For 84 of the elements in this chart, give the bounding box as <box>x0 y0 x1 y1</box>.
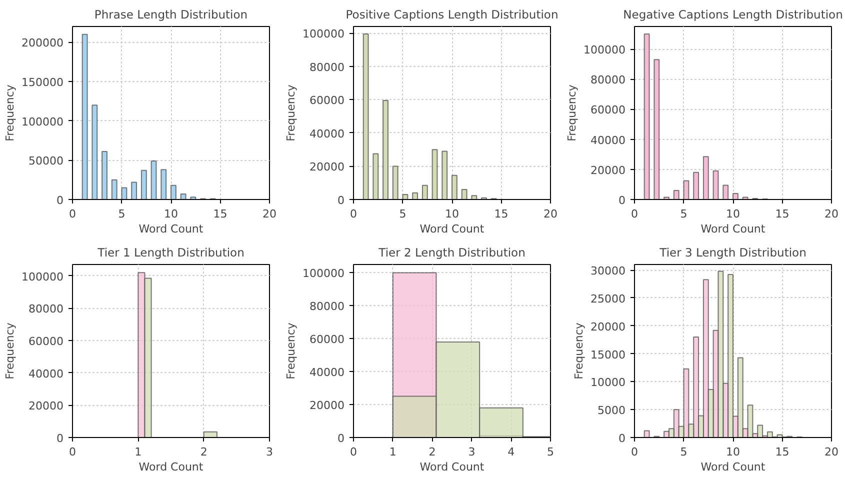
y-tick-label: 40000 <box>310 366 345 380</box>
x-tick-label: 20 <box>824 208 838 220</box>
x-tick-label: 5 <box>680 446 688 458</box>
y-tick-label: 200000 <box>22 36 64 50</box>
y-tick-label: 60000 <box>310 94 345 108</box>
y-axis-title: Frequency <box>4 322 17 380</box>
y-tick-label: 40000 <box>28 367 64 380</box>
x-axis-title: Word Count <box>420 222 485 236</box>
chart-title: Positive Captions Length Distribution <box>346 8 558 22</box>
y-tick-label: 100000 <box>22 270 64 284</box>
x-tick-label: 1 <box>134 446 142 458</box>
y-tick-label: 100000 <box>584 44 626 57</box>
y-tick-label: 20000 <box>590 320 626 334</box>
x-tick-label: 20 <box>824 446 838 458</box>
x-tick-label: 0 <box>350 208 357 220</box>
x-tick-label: 10 <box>445 208 459 220</box>
y-axis-title: Frequency <box>284 322 298 380</box>
x-tick-label: 3 <box>468 446 476 458</box>
x-tick-label: 5 <box>399 208 406 220</box>
x-axis-title: Word Count <box>700 222 766 236</box>
x-tick-label: 0 <box>69 208 76 220</box>
x-tick-label: 10 <box>726 208 740 220</box>
x-axis-title: Word Count <box>138 222 204 236</box>
y-tick-label: 50000 <box>28 154 64 168</box>
y-tick-label: 0 <box>56 194 64 207</box>
y-tick-label: 20000 <box>310 160 345 174</box>
y-axis-title: Frequency <box>4 84 17 142</box>
y-tick-label: 15000 <box>590 348 626 362</box>
x-tick-label: 0 <box>631 446 638 458</box>
x-tick-label: 15 <box>775 446 790 458</box>
y-tick-label: 80000 <box>310 60 345 74</box>
y-tick-label: 0 <box>56 432 64 445</box>
y-axis-title: Frequency <box>284 84 298 142</box>
y-axis-title: Frequency <box>566 84 579 142</box>
y-tick-label: 0 <box>618 432 626 445</box>
chart-title: Tier 1 Length Distribution <box>96 246 244 260</box>
y-tick-label: 30000 <box>590 264 626 278</box>
y-tick-label: 100000 <box>302 267 345 280</box>
y-tick-label: 0 <box>338 194 344 207</box>
x-axis-title: Word Count <box>138 460 204 474</box>
y-tick-label: 10000 <box>590 376 626 390</box>
x-tick-label: 4 <box>508 446 515 458</box>
x-tick-label: 0 <box>69 446 76 458</box>
y-tick-label: 80000 <box>310 300 345 314</box>
x-tick-label: 20 <box>262 208 276 220</box>
y-axis-title: Frequency <box>572 322 586 380</box>
y-tick-label: 20000 <box>310 399 345 412</box>
x-tick-label: 2 <box>200 446 208 458</box>
x-tick-label: 5 <box>680 208 688 220</box>
x-axis-title: Word Count <box>700 460 766 474</box>
y-tick-label: 80000 <box>590 74 626 87</box>
x-axis-title: Word Count <box>420 460 485 474</box>
y-tick-label: 60000 <box>310 333 345 346</box>
x-tick-label: 1 <box>389 446 396 458</box>
chart-title: Tier 3 Length Distribution <box>658 246 806 260</box>
x-tick-label: 10 <box>164 208 178 220</box>
y-tick-label: 5000 <box>598 404 626 418</box>
x-tick-label: 5 <box>547 446 554 458</box>
x-tick-label: 0 <box>350 446 357 458</box>
chart-title: Phrase Length Distribution <box>94 8 248 22</box>
y-tick-label: 100000 <box>22 115 64 128</box>
y-tick-label: 40000 <box>310 127 345 140</box>
x-tick-label: 15 <box>213 208 228 220</box>
y-tick-label: 150000 <box>22 76 64 90</box>
x-tick-label: 0 <box>631 208 638 220</box>
x-tick-label: 15 <box>775 208 790 220</box>
y-tick-label: 0 <box>618 194 626 207</box>
y-tick-label: 20000 <box>28 400 64 413</box>
y-tick-label: 25000 <box>590 292 626 306</box>
x-tick-label: 20 <box>544 208 558 220</box>
x-tick-label: 5 <box>118 208 126 220</box>
y-tick-label: 60000 <box>590 104 626 117</box>
y-tick-label: 40000 <box>590 134 626 147</box>
y-tick-label: 0 <box>338 432 344 445</box>
chart-title: Negative Captions Length Distribution <box>623 8 843 22</box>
x-tick-label: 15 <box>494 208 508 220</box>
y-tick-label: 60000 <box>28 334 64 348</box>
x-tick-label: 10 <box>726 446 740 458</box>
y-tick-label: 20000 <box>590 164 626 177</box>
x-tick-label: 3 <box>266 446 273 458</box>
chart-title: Tier 2 Length Distribution <box>378 246 526 260</box>
y-tick-label: 100000 <box>302 28 345 41</box>
y-tick-label: 80000 <box>28 302 64 316</box>
x-tick-label: 2 <box>428 446 436 458</box>
